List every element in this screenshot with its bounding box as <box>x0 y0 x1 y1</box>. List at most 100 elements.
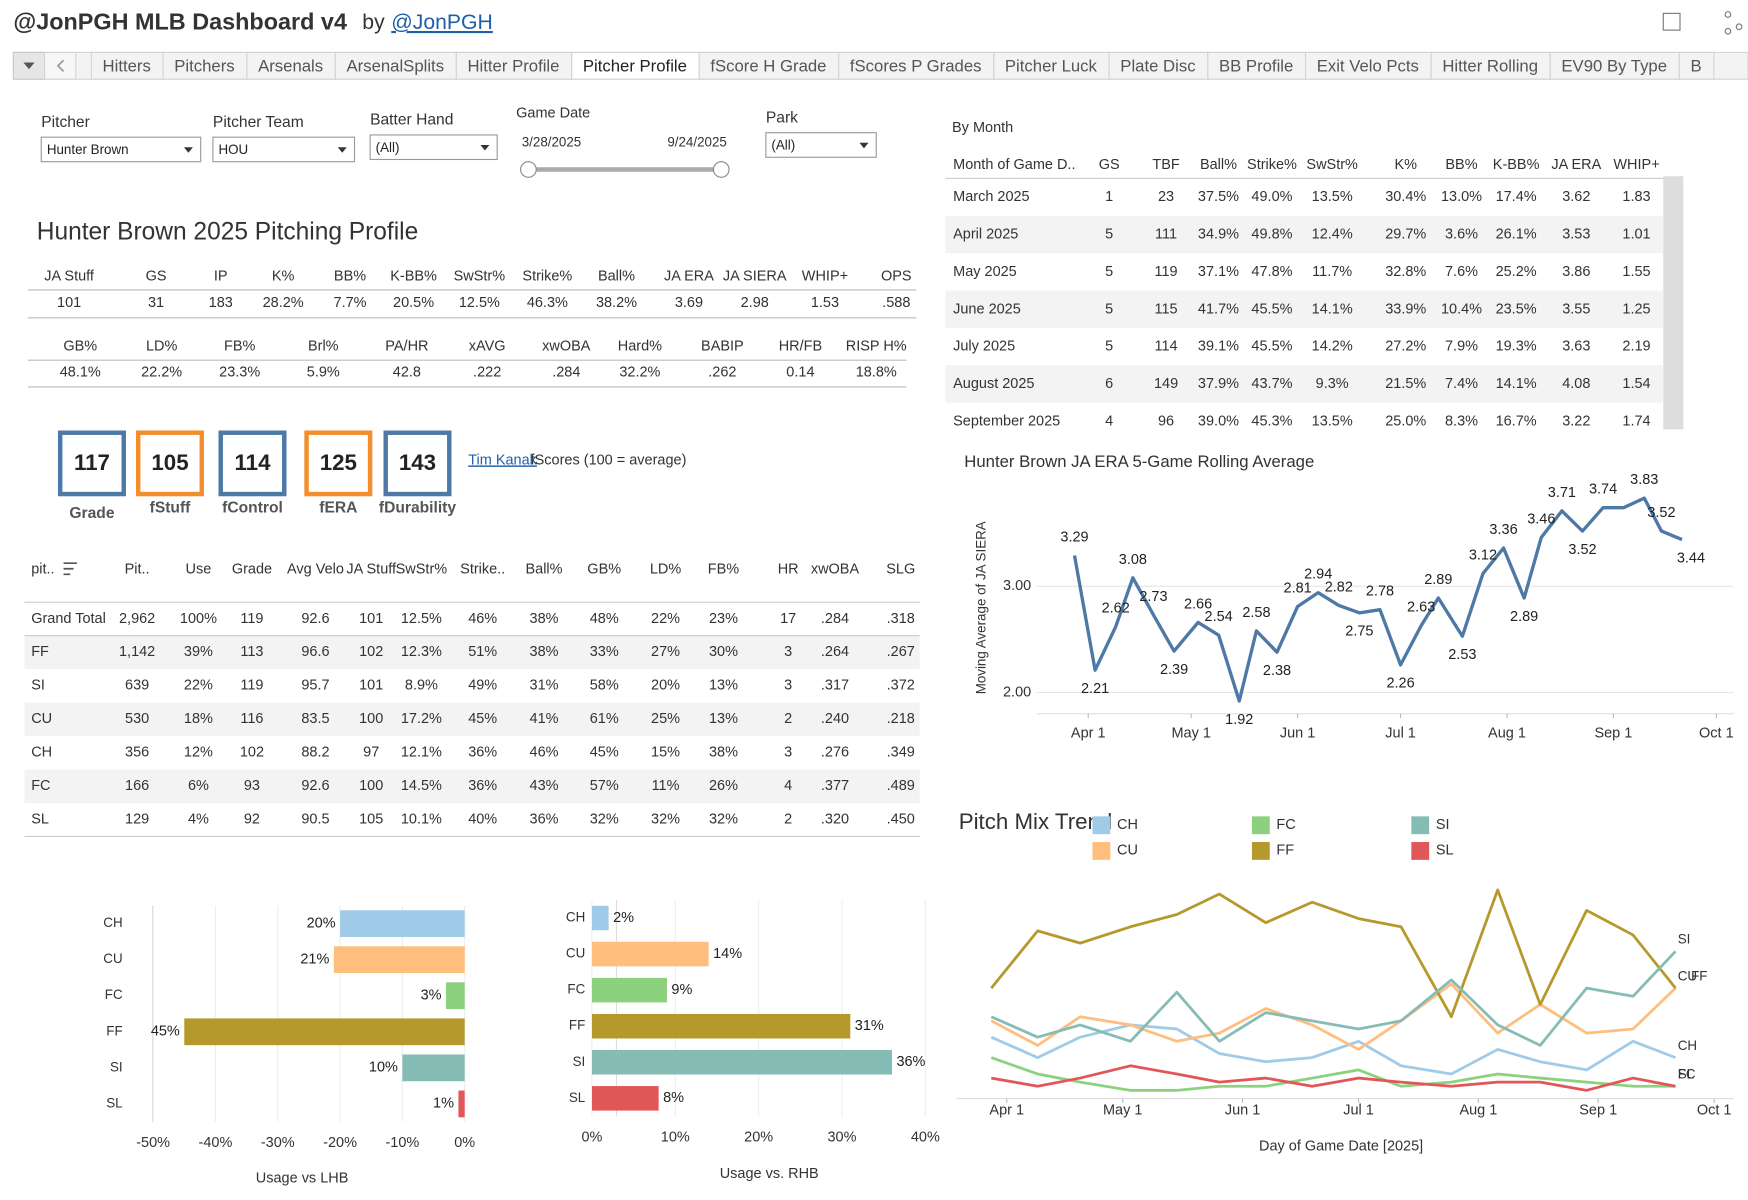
line-end-label: SI <box>1678 932 1691 947</box>
table-header: WHIP+ <box>802 268 848 284</box>
bar <box>402 1054 465 1082</box>
table-cell: 12.1% <box>401 745 442 761</box>
data-label: 2% <box>613 910 634 926</box>
tab[interactable] <box>334 51 457 80</box>
share-icon[interactable] <box>1662 12 1681 31</box>
table-cell: SL <box>31 812 49 828</box>
line-series <box>990 1056 1676 1092</box>
bar <box>591 977 667 1003</box>
tab[interactable] <box>90 51 164 80</box>
table-cell: 34.9% <box>1198 227 1239 243</box>
dashboard-title: @JonPGH MLB Dashboard v4 <box>13 9 347 35</box>
table-cell: March 2025 <box>953 189 1029 205</box>
table-cell: 3.63 <box>1562 339 1590 355</box>
row-band <box>945 215 1664 254</box>
table-cell: CH <box>31 745 52 761</box>
x-axis-label: Usage vs LHB <box>256 1171 349 1187</box>
table-cell: 1 <box>1105 189 1113 205</box>
table-header: Brl% <box>308 339 339 355</box>
legend-label: SI <box>1436 817 1450 833</box>
scrollbar[interactable] <box>1663 176 1684 430</box>
dropdown[interactable] <box>40 136 202 163</box>
date-slider-handle[interactable] <box>712 161 730 178</box>
table-cell: 14.1% <box>1312 301 1353 317</box>
table-cell: .240 <box>821 711 849 727</box>
data-label: 2.54 <box>1205 609 1233 625</box>
table-cell: 101 <box>359 611 383 627</box>
author-link[interactable]: @JonPGH <box>391 11 492 34</box>
legend-swatch[interactable] <box>1251 816 1270 835</box>
table-cell: 13% <box>709 711 738 727</box>
table-cell: 47.8% <box>1251 264 1292 280</box>
dropdown[interactable] <box>212 136 356 163</box>
table-header: K% <box>1394 157 1417 173</box>
table-cell: 3.22 <box>1562 413 1590 429</box>
data-label: 3.83 <box>1630 472 1658 488</box>
data-label: 2.39 <box>1160 662 1188 678</box>
tab[interactable] <box>1108 51 1209 80</box>
tab[interactable] <box>455 51 573 80</box>
table-cell: 6% <box>188 778 209 794</box>
table-cell: 4 <box>784 778 792 794</box>
tab[interactable] <box>1430 51 1551 80</box>
sort-icon[interactable] <box>63 562 77 576</box>
table-cell: 49% <box>468 678 497 694</box>
tab-prev-button[interactable] <box>44 51 77 80</box>
tab-label: fScore H Grade <box>710 56 826 75</box>
tab[interactable] <box>1305 51 1432 80</box>
table-cell: 119 <box>240 611 263 627</box>
dropdown[interactable] <box>765 132 877 158</box>
score-label: fStuff <box>150 500 192 517</box>
share-network-icon[interactable] <box>1724 11 1732 18</box>
table-cell: 7.9% <box>1445 339 1478 355</box>
table-header: GS <box>1099 157 1120 173</box>
table-cell: 6 <box>1105 376 1113 392</box>
tab[interactable] <box>246 51 336 80</box>
table-cell: 3 <box>784 745 792 761</box>
table-cell: 22% <box>651 611 680 627</box>
legend-swatch[interactable] <box>1092 842 1111 860</box>
table-cell: 58% <box>590 678 619 694</box>
data-label: 3.74 <box>1589 482 1617 498</box>
y-tick-label: SL <box>106 1095 122 1110</box>
legend-swatch[interactable] <box>1411 842 1430 860</box>
legend-swatch[interactable] <box>1251 842 1270 860</box>
legend-swatch[interactable] <box>1411 816 1430 835</box>
filter-label: Pitcher <box>41 114 90 131</box>
table-cell: August 2025 <box>953 376 1034 392</box>
table-cell: 18% <box>184 711 213 727</box>
x-tick-label: Oct 1 <box>1697 1103 1732 1119</box>
table-cell: 93 <box>244 778 260 794</box>
y-tick-label: CU <box>103 951 122 966</box>
tab-label: BB Profile <box>1219 56 1293 75</box>
bar <box>591 1013 851 1039</box>
table-cell: 12% <box>184 745 213 761</box>
bar <box>591 1086 659 1111</box>
score-box <box>304 430 373 497</box>
tab[interactable] <box>838 51 995 80</box>
data-label: 2.89 <box>1510 609 1538 625</box>
score-value: 117 <box>74 450 110 475</box>
table-cell: 4.08 <box>1562 376 1590 392</box>
tab-label: Pitcher Luck <box>1005 56 1098 75</box>
tab[interactable] <box>1678 51 1715 80</box>
table-cell: July 2025 <box>953 339 1015 355</box>
credit-link[interactable]: Tim Kanak <box>468 452 537 468</box>
table-cell: 2,962 <box>119 611 155 627</box>
table-header: BB% <box>1445 157 1477 173</box>
table-cell: 100 <box>359 778 383 794</box>
tab-label: fScores P Grades <box>850 56 982 75</box>
table-cell: 1.83 <box>1622 189 1650 205</box>
date-slider-handle[interactable] <box>520 161 537 178</box>
table-cell: 8.3% <box>1445 413 1478 429</box>
dropdown[interactable] <box>369 134 498 161</box>
data-label: 2.75 <box>1345 624 1373 640</box>
tab[interactable] <box>162 51 248 80</box>
tab-menu-arrow <box>23 62 35 70</box>
legend-label: FC <box>1276 817 1295 833</box>
table-cell: 4 <box>1105 413 1113 429</box>
table-cell: 25.2% <box>1496 264 1537 280</box>
table-cell: SI <box>31 678 45 694</box>
dropdown-arrow <box>337 147 347 153</box>
legend-swatch[interactable] <box>1092 816 1111 835</box>
